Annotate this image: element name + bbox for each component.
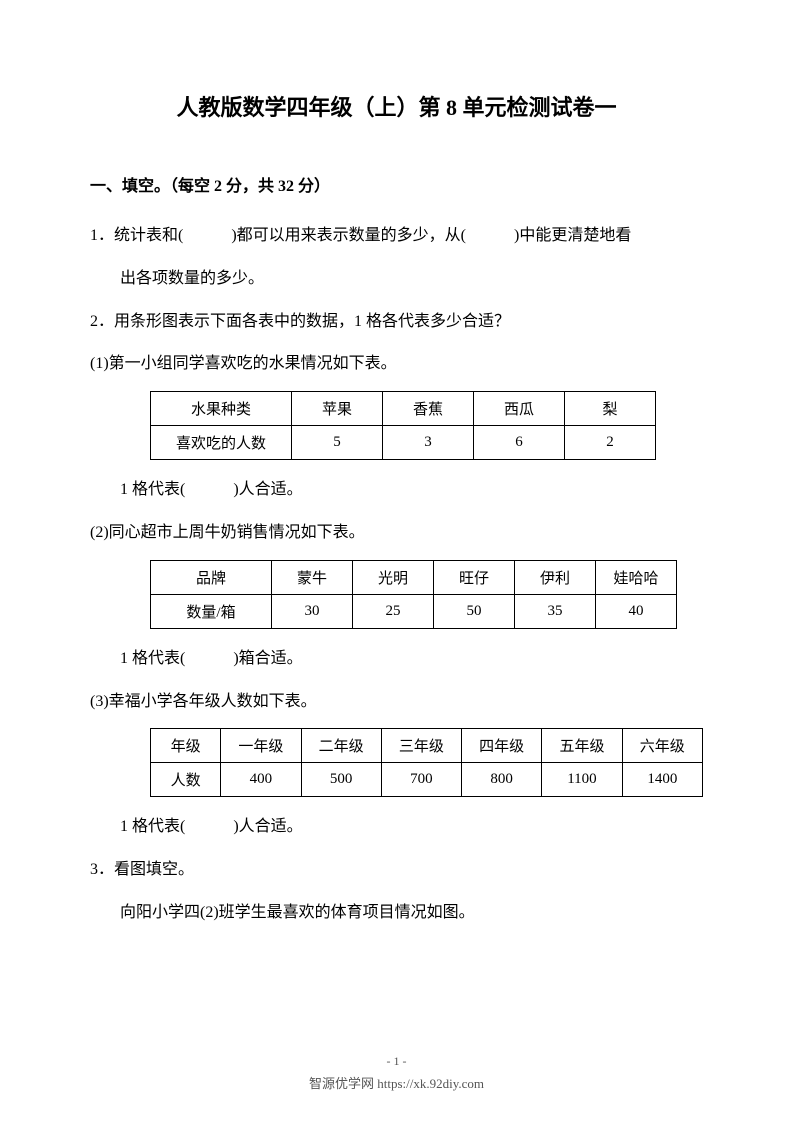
table-row: 品牌蒙牛光明旺仔伊利娃哈哈 bbox=[151, 560, 677, 594]
q2-3-intro: (3)幸福小学各年级人数如下表。 bbox=[90, 684, 703, 721]
table-cell: 年级 bbox=[151, 729, 221, 763]
table-cell: 5 bbox=[292, 426, 383, 460]
q2-2-after: 1 格代表( )箱合适。 bbox=[90, 641, 703, 678]
table-cell: 喜欢吃的人数 bbox=[151, 426, 292, 460]
q2-1-intro: (1)第一小组同学喜欢吃的水果情况如下表。 bbox=[90, 346, 703, 383]
footer-site: 智源优学网 https://xk.92diy.com bbox=[0, 1073, 793, 1092]
table-cell: 500 bbox=[301, 763, 381, 797]
table-cell: 六年级 bbox=[622, 729, 702, 763]
table-cell: 700 bbox=[381, 763, 461, 797]
q2-3-after: 1 格代表( )人合适。 bbox=[90, 809, 703, 846]
table-cell: 1400 bbox=[622, 763, 702, 797]
table-cell: 五年级 bbox=[542, 729, 622, 763]
page-container: 人教版数学四年级（上）第 8 单元检测试卷一 一、填空。（每空 2 分，共 32… bbox=[0, 0, 793, 1122]
table-row: 喜欢吃的人数5362 bbox=[151, 426, 656, 460]
section-1-header: 一、填空。（每空 2 分，共 32 分） bbox=[90, 172, 703, 196]
table-cell: 2 bbox=[565, 426, 656, 460]
q1-line2: 出各项数量的多少。 bbox=[90, 261, 703, 298]
table-cell: 人数 bbox=[151, 763, 221, 797]
table-cell: 四年级 bbox=[462, 729, 542, 763]
table-cell: 二年级 bbox=[301, 729, 381, 763]
table-cell: 水果种类 bbox=[151, 392, 292, 426]
table-milk: 品牌蒙牛光明旺仔伊利娃哈哈数量/箱3025503540 bbox=[150, 560, 677, 629]
q2-1-after: 1 格代表( )人合适。 bbox=[90, 472, 703, 509]
q3-line1: 3．看图填空。 bbox=[90, 852, 703, 889]
q1-line1: 1．统计表和( )都可以用来表示数量的多少，从( )中能更清楚地看 bbox=[90, 218, 703, 255]
table-cell: 伊利 bbox=[515, 560, 596, 594]
table-cell: 蒙牛 bbox=[272, 560, 353, 594]
page-footer: - 1 - 智源优学网 https://xk.92diy.com bbox=[0, 1054, 793, 1092]
table-cell: 品牌 bbox=[151, 560, 272, 594]
table-cell: 25 bbox=[353, 594, 434, 628]
table-cell: 50 bbox=[434, 594, 515, 628]
table-row: 水果种类苹果香蕉西瓜梨 bbox=[151, 392, 656, 426]
table-cell: 光明 bbox=[353, 560, 434, 594]
table-row: 人数40050070080011001400 bbox=[151, 763, 703, 797]
table-grades: 年级一年级二年级三年级四年级五年级六年级人数400500700800110014… bbox=[150, 728, 703, 797]
table-cell: 数量/箱 bbox=[151, 594, 272, 628]
table-row: 数量/箱3025503540 bbox=[151, 594, 677, 628]
table-cell: 苹果 bbox=[292, 392, 383, 426]
q2-2-intro: (2)同心超市上周牛奶销售情况如下表。 bbox=[90, 515, 703, 552]
q3-line2: 向阳小学四(2)班学生最喜欢的体育项目情况如图。 bbox=[90, 895, 703, 932]
page-number: - 1 - bbox=[0, 1054, 793, 1069]
table-fruit: 水果种类苹果香蕉西瓜梨喜欢吃的人数5362 bbox=[150, 391, 656, 460]
table-cell: 30 bbox=[272, 594, 353, 628]
page-title: 人教版数学四年级（上）第 8 单元检测试卷一 bbox=[90, 90, 703, 122]
table-cell: 西瓜 bbox=[474, 392, 565, 426]
table-cell: 三年级 bbox=[381, 729, 461, 763]
table-cell: 3 bbox=[383, 426, 474, 460]
table-cell: 香蕉 bbox=[383, 392, 474, 426]
table-cell: 梨 bbox=[565, 392, 656, 426]
table-cell: 6 bbox=[474, 426, 565, 460]
table-cell: 一年级 bbox=[221, 729, 301, 763]
table-cell: 35 bbox=[515, 594, 596, 628]
q2-intro: 2．用条形图表示下面各表中的数据，1 格各代表多少合适？ bbox=[90, 304, 703, 341]
table-cell: 旺仔 bbox=[434, 560, 515, 594]
table-cell: 800 bbox=[462, 763, 542, 797]
table-cell: 娃哈哈 bbox=[596, 560, 677, 594]
table-cell: 1100 bbox=[542, 763, 622, 797]
table-cell: 400 bbox=[221, 763, 301, 797]
table-row: 年级一年级二年级三年级四年级五年级六年级 bbox=[151, 729, 703, 763]
table-cell: 40 bbox=[596, 594, 677, 628]
